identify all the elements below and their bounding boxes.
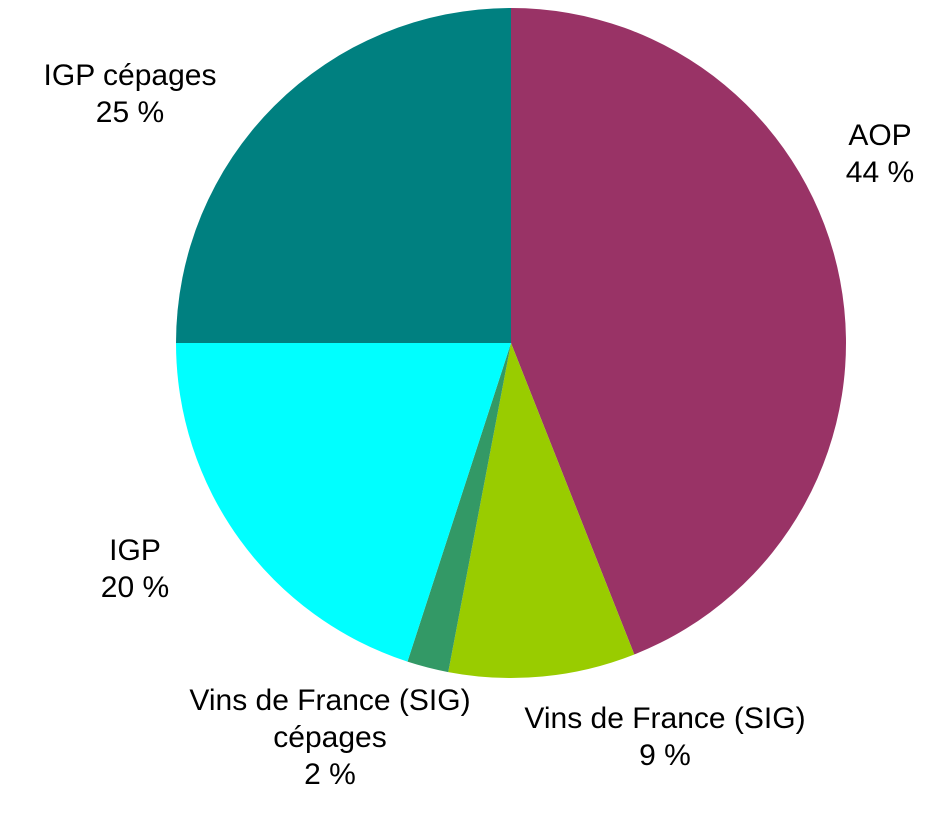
slice-label: Vins de France (SIG) cépages 2 %	[185, 682, 475, 793]
category-label: Vins de France (SIG) cépages	[189, 684, 471, 754]
slice-label: IGP 20 %	[0, 532, 280, 606]
slice-label: IGP cépages 25 %	[0, 57, 275, 131]
category-label: Vins de France (SIG)	[524, 702, 806, 735]
pie-slice	[176, 343, 511, 662]
value-label: 20 %	[100, 571, 170, 604]
value-label: 9 %	[639, 739, 691, 772]
value-label: 25 %	[95, 96, 165, 129]
value-label: 2 %	[304, 758, 356, 791]
pie-slice	[448, 343, 635, 678]
category-label: IGP cépages	[43, 59, 217, 92]
slice-label: AOP 44 %	[735, 117, 938, 191]
category-label: IGP	[109, 534, 161, 567]
category-label: AOP	[848, 119, 912, 152]
value-label: 44 %	[845, 156, 915, 189]
pie-slice	[407, 343, 511, 673]
pie-slice	[176, 8, 511, 343]
slice-label: Vins de France (SIG) 9 %	[520, 700, 810, 774]
pie-slice	[511, 8, 846, 655]
